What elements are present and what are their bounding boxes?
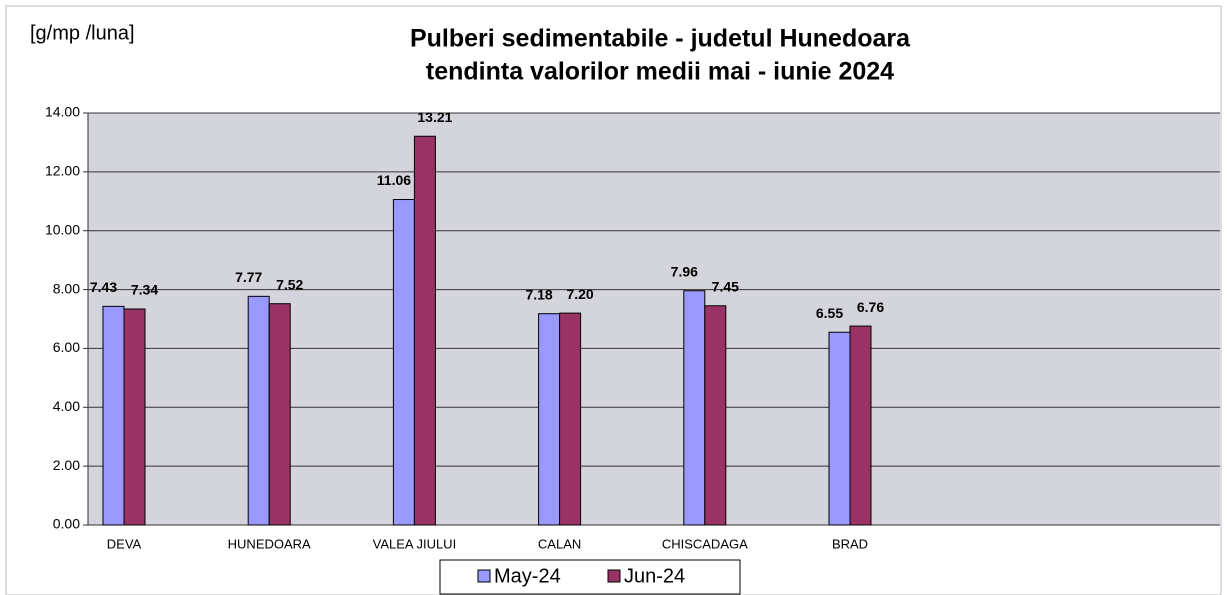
legend-swatch [477,569,491,583]
legend-label: May-24 [494,565,561,587]
y-tick-label: 10.00 [45,221,80,237]
y-tick-label: 0.00 [53,516,80,532]
bar [392,199,415,526]
x-tick-label: VALEA JIULUI [373,536,457,551]
bar [268,303,291,526]
bar [102,305,125,526]
value-label: 6.76 [857,299,884,315]
bar [559,312,582,526]
value-label: 11.06 [377,172,411,188]
value-label: 13.21 [417,109,452,125]
bar [828,331,851,526]
bar [683,290,706,526]
x-tick-label: CALAN [538,536,581,551]
bar [413,135,436,526]
x-tick-label: CHISCADAGA [662,536,748,551]
bar [123,308,146,526]
y-tick-label: 12.00 [45,163,80,179]
x-tick-label: HUNEDOARA [228,536,311,551]
bar [704,305,727,526]
y-tick-label: 14.00 [45,104,80,120]
y-axis-label: [g/mp /luna] [30,22,135,44]
value-label: 7.20 [566,286,593,302]
value-label: 7.52 [276,276,303,292]
value-label: 7.34 [131,282,158,298]
legend-swatch [607,569,621,583]
bar [247,295,270,526]
bar [849,325,872,526]
chart-subtitle: tendinta valorilor medii mai - iunie 202… [426,58,894,86]
value-label: 7.45 [712,278,739,294]
value-label: 7.43 [90,279,117,295]
value-label: 7.96 [671,263,698,279]
value-label: 6.55 [816,305,843,321]
y-tick-label: 6.00 [53,339,80,355]
legend-label: Jun-24 [624,565,685,587]
value-label: 7.18 [525,286,552,302]
x-tick-label: DEVA [107,536,142,551]
value-label: 7.77 [235,269,262,285]
chart-title: Pulberi sedimentabile - judetul Hunedoar… [410,25,911,53]
x-tick-label: BRAD [832,536,868,551]
y-tick-label: 4.00 [53,398,80,414]
y-tick-label: 8.00 [53,280,80,296]
bar [538,313,561,526]
y-tick-label: 2.00 [53,457,80,473]
